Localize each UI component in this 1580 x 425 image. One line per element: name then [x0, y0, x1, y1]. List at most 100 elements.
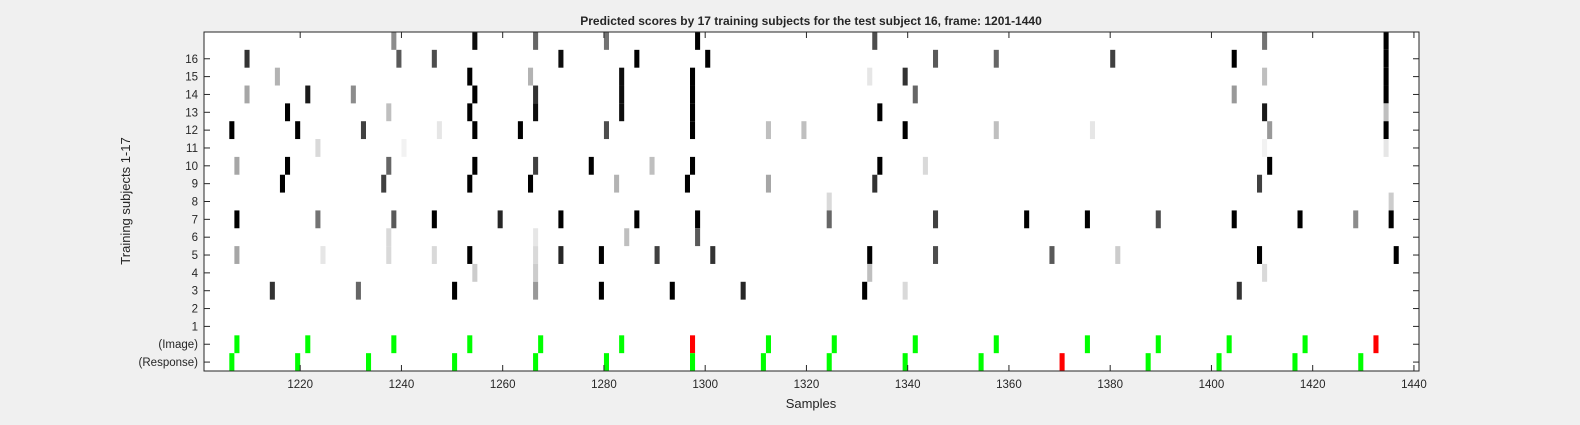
score-cell: [472, 121, 478, 140]
score-cell: [315, 210, 321, 229]
x-axis-label: Samples: [786, 396, 837, 411]
score-cell: [695, 210, 701, 229]
score-cell: [279, 174, 285, 193]
score-cell: [386, 156, 392, 175]
score-cell: [933, 210, 939, 229]
score-cell: [558, 210, 564, 229]
y-tick-label: 8: [192, 197, 198, 209]
x-tick-label: 1280: [591, 379, 617, 391]
score-cell: [1262, 67, 1268, 86]
score-cell: [634, 49, 640, 68]
score-cell: [472, 263, 478, 282]
score-cell: [431, 246, 437, 264]
score-cell: [690, 156, 696, 175]
score-cell: [1383, 32, 1389, 50]
score-cell: [533, 85, 539, 104]
image-mark: [1084, 335, 1090, 354]
score-cell: [1084, 210, 1090, 229]
image-mark: [1373, 335, 1379, 354]
marks-layer: [229, 32, 1399, 371]
score-cell: [872, 174, 878, 193]
score-cell: [467, 174, 473, 193]
y-tick-label: 1: [192, 321, 198, 333]
score-cell: [436, 121, 442, 140]
score-cell: [1155, 210, 1161, 229]
score-cell: [315, 139, 321, 157]
score-cell: [1257, 246, 1263, 264]
score-cell: [598, 281, 604, 300]
score-cell: [669, 281, 675, 300]
y-tick-label: (Response): [139, 357, 199, 369]
score-cell: [1262, 103, 1268, 122]
y-tick-label: 6: [192, 232, 198, 244]
x-tick-label: 1380: [1097, 379, 1123, 391]
response-mark: [760, 353, 766, 371]
score-cell: [1383, 67, 1389, 86]
score-cell: [533, 263, 539, 282]
score-cell: [649, 156, 655, 175]
response-mark: [295, 353, 301, 371]
score-cell: [1393, 246, 1399, 264]
x-tick-label: 1420: [1300, 379, 1326, 391]
response-mark: [978, 353, 984, 371]
x-tick-label: 1320: [794, 379, 820, 391]
score-cell: [902, 281, 908, 300]
y-tick-label: 9: [192, 179, 198, 191]
score-cell: [350, 85, 356, 104]
score-cell: [360, 121, 366, 140]
score-cell: [431, 210, 437, 229]
score-cell: [867, 263, 873, 282]
score-cell: [619, 85, 625, 104]
score-cell: [933, 246, 939, 264]
score-cell: [391, 210, 397, 229]
score-cell: [922, 156, 928, 175]
x-tick-label: 1240: [389, 379, 415, 391]
response-mark: [1292, 353, 1298, 371]
score-cell: [902, 67, 908, 86]
score-cell: [1388, 192, 1394, 211]
score-cell: [1262, 263, 1268, 282]
score-cell: [902, 121, 908, 140]
score-cell: [1049, 246, 1055, 264]
score-cell: [993, 121, 999, 140]
score-cell: [993, 49, 999, 68]
image-mark: [1302, 335, 1308, 354]
score-cell: [1089, 121, 1095, 140]
image-mark: [831, 335, 837, 354]
image-mark: [690, 335, 696, 354]
score-cell: [690, 85, 696, 104]
score-cell: [624, 228, 630, 247]
chart-title: Predicted scores by 17 training subjects…: [580, 14, 1042, 28]
score-cell: [234, 156, 240, 175]
score-cell: [274, 67, 280, 86]
response-mark: [1059, 353, 1065, 371]
ticks-layer: 1220 1240 1260 1280 1300 1320 1340 1360 1380 1400…: [139, 32, 1427, 391]
score-cell: [386, 228, 392, 247]
score-cell: [705, 49, 711, 68]
score-cell: [877, 103, 883, 122]
score-cell: [695, 32, 701, 50]
response-mark: [690, 353, 696, 371]
image-mark: [765, 335, 771, 354]
score-cell: [765, 174, 771, 193]
plot-area: [204, 32, 1419, 371]
image-mark: [993, 335, 999, 354]
score-cell: [1110, 49, 1116, 68]
score-cell: [533, 246, 539, 264]
image-mark: [1155, 335, 1161, 354]
y-tick-label: 5: [192, 250, 198, 262]
score-cell: [1231, 210, 1237, 229]
score-cell: [285, 156, 291, 175]
y-tick-label: 16: [185, 54, 198, 66]
score-cell: [244, 85, 250, 104]
score-cell: [1383, 103, 1389, 122]
score-cell: [619, 67, 625, 86]
score-cell: [244, 49, 250, 68]
score-cell: [452, 281, 458, 300]
score-cell: [467, 67, 473, 86]
score-cell: [690, 121, 696, 140]
y-tick-label: (Image): [158, 339, 198, 351]
score-cell: [386, 246, 392, 264]
score-cell: [826, 192, 832, 211]
score-cell: [391, 32, 397, 50]
